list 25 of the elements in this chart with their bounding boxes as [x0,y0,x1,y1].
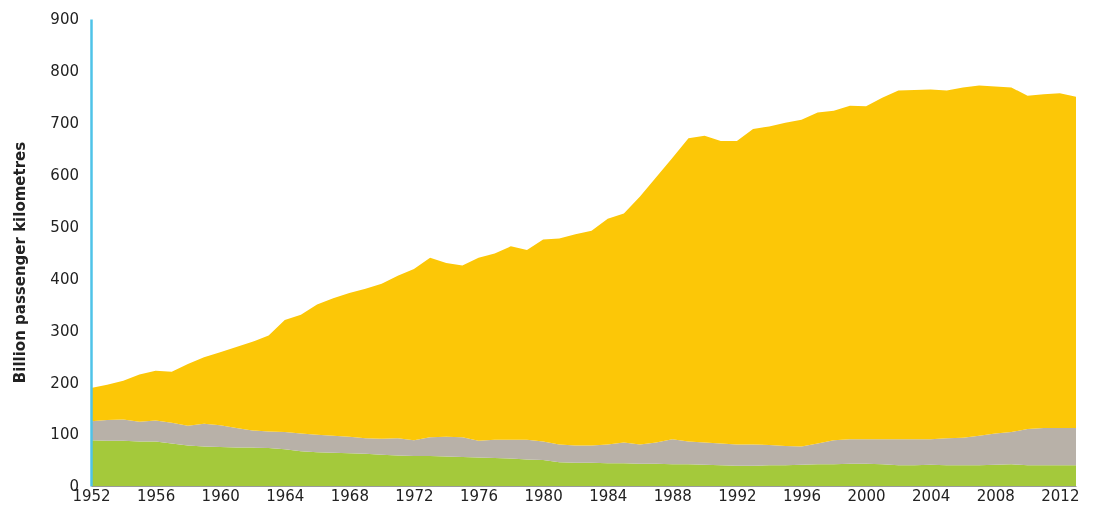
y-tick-label: 400 [50,269,79,288]
x-tick-label: 1988 [653,486,692,505]
y-tick-label: 500 [50,217,79,236]
x-tick-label: 1964 [266,486,305,505]
y-tick-label: 800 [50,62,79,81]
x-tick-label: 2012 [1041,486,1080,505]
y-tick-label: 100 [50,425,79,444]
x-tick-label: 1968 [330,486,369,505]
y-tick-label: 700 [50,114,79,133]
y-tick-label: 300 [50,321,79,340]
x-tick-label: 1956 [137,486,176,505]
x-tick-label: 2004 [912,486,951,505]
y-tick-label: 600 [50,165,79,184]
x-tick-label: 1960 [201,486,240,505]
y-tick-label: 200 [50,373,79,392]
x-tick-label: 1992 [718,486,757,505]
x-tick-label: 2008 [976,486,1015,505]
x-tick-label: 1984 [589,486,628,505]
y-axis-title: Billion passenger kilometres [11,141,29,384]
x-tick-label: 1996 [782,486,822,505]
y-tick-label: 900 [50,10,79,29]
x-tick-label: 1976 [459,486,499,505]
x-tick-label: 1972 [395,486,434,505]
x-tick-label: 2000 [847,486,886,505]
x-tick-label: 1980 [524,486,563,505]
